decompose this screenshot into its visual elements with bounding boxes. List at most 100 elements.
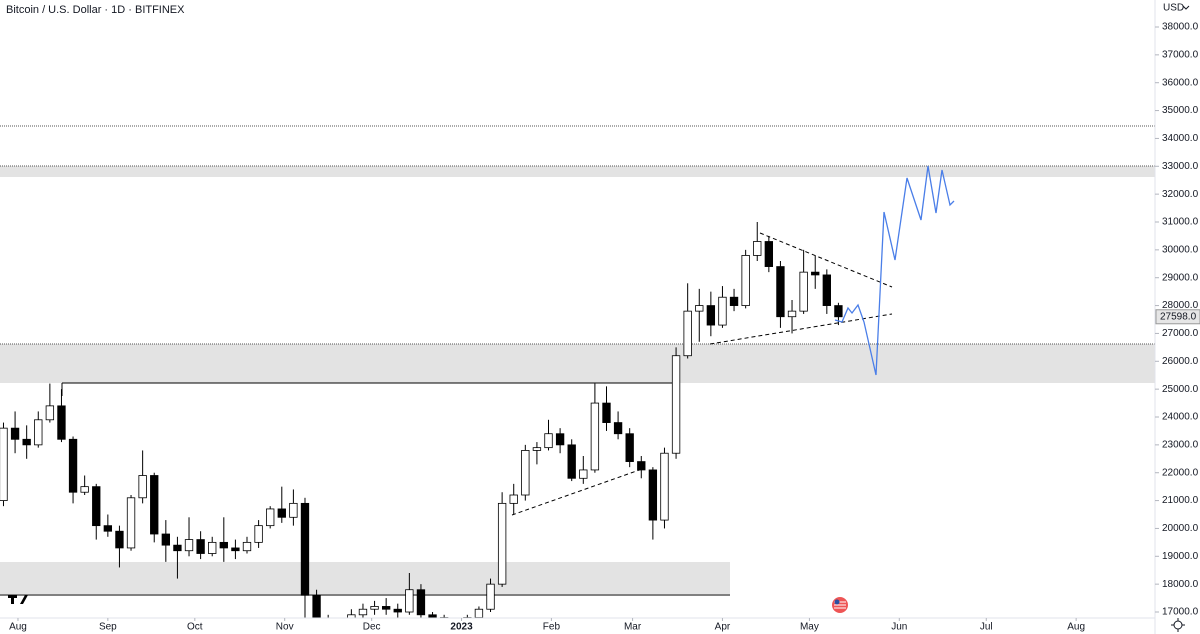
candle-body <box>532 447 542 451</box>
candles <box>0 221 843 618</box>
candle-body <box>671 355 681 454</box>
candle-body <box>834 305 843 318</box>
candle-body <box>150 475 159 535</box>
candle-body <box>660 452 669 521</box>
y-tick-label: 37000.0 <box>1162 49 1199 60</box>
x-tick-label: Aug <box>1067 622 1085 633</box>
candle-body <box>729 296 739 306</box>
trend-line <box>511 467 646 516</box>
chart-title: Bitcoin / U.S. Dollar · 1D · BITFINEX <box>6 4 185 16</box>
candle-body <box>266 508 275 527</box>
x-tick-label: Jul <box>980 622 993 633</box>
trend-line <box>759 232 893 288</box>
x-tick-label: Mar <box>624 622 642 633</box>
y-tick-label: 35000.0 <box>1162 105 1199 116</box>
y-tick-label: 25000.0 <box>1162 384 1199 395</box>
candle-body <box>486 583 495 610</box>
candle-body <box>718 296 727 326</box>
candle-body <box>196 539 205 554</box>
candle-body <box>741 255 750 306</box>
dropdown-icon[interactable] <box>1182 5 1190 10</box>
last-price-tag <box>1155 309 1200 325</box>
candle-body <box>764 241 774 267</box>
axes: 17000.0 18000.0 19000.0 20000.0 21000.0 22000… <box>9 22 1199 633</box>
candle-body <box>787 310 797 318</box>
x-tick-label: Nov <box>276 622 294 633</box>
candle-body <box>45 405 55 421</box>
candle-body <box>115 530 124 549</box>
y-tick-label: 24000.0 <box>1162 412 1199 423</box>
candle-body <box>10 427 20 440</box>
candle-body <box>370 606 379 610</box>
candle-body <box>497 502 507 585</box>
drawings <box>0 125 1155 596</box>
projection-path <box>834 165 955 376</box>
x-tick-label: Oct <box>187 622 203 633</box>
candle-body <box>753 241 762 256</box>
candle-body <box>126 497 136 549</box>
candle-body <box>637 461 646 471</box>
y-tick-label: 18000.0 <box>1162 579 1199 590</box>
candle-body <box>358 608 368 616</box>
y-tick-label: 17000.0 <box>1162 607 1199 618</box>
candle-body <box>706 305 716 326</box>
candle-body <box>695 305 704 312</box>
zone <box>0 562 730 594</box>
y-tick-label: 26000.0 <box>1162 356 1199 367</box>
candle-body <box>521 450 530 496</box>
y-tick-label: 32000.0 <box>1162 189 1199 200</box>
y-tick-label: 34000.0 <box>1162 133 1199 144</box>
candle-body <box>590 402 600 471</box>
candle-body <box>579 469 588 479</box>
y-tick-label: 27000.0 <box>1162 328 1199 339</box>
candle-body <box>405 589 414 613</box>
last-price-label: 27598.0 <box>1160 311 1197 322</box>
x-tick-label: Feb <box>543 622 561 633</box>
candle-body <box>22 438 31 446</box>
candle-body <box>555 433 565 446</box>
y-tick-label: 21000.0 <box>1162 495 1199 506</box>
candle-body <box>822 274 831 306</box>
zone <box>0 344 1155 383</box>
candle-body <box>811 271 820 276</box>
y-tick-label: 38000.0 <box>1162 22 1199 33</box>
candle-body <box>161 533 170 546</box>
y-tick-label: 30000.0 <box>1162 244 1199 255</box>
candle-body <box>428 614 437 618</box>
candle-body <box>173 544 182 552</box>
candle-body <box>277 508 286 518</box>
candle-body <box>242 541 252 552</box>
candle-body <box>625 433 634 462</box>
candle-body <box>34 419 43 446</box>
settings-icon[interactable] <box>1171 618 1185 632</box>
candle-body <box>799 271 808 312</box>
candle-body <box>567 444 576 479</box>
logo <box>8 595 28 604</box>
x-tick-label: Jun <box>891 622 907 633</box>
candle-body <box>0 427 8 501</box>
candle-body <box>57 405 66 440</box>
event-icon[interactable] <box>832 597 848 613</box>
candle-body <box>393 608 402 613</box>
candle-body <box>381 606 391 610</box>
candle-body <box>80 486 89 493</box>
x-tick-label: 2023 <box>450 622 473 633</box>
y-tick-label: 19000.0 <box>1162 551 1199 562</box>
candle-body <box>184 539 194 552</box>
x-tick-label: Sep <box>99 622 117 633</box>
trend-line <box>709 313 893 345</box>
currency[interactable]: USD <box>1163 3 1184 14</box>
candle-body <box>416 589 426 616</box>
candle-body <box>92 486 101 527</box>
candle-body <box>231 547 240 552</box>
y-tick-label: 20000.0 <box>1162 523 1199 534</box>
y-tick-label: 22000.0 <box>1162 467 1199 478</box>
candle-body <box>208 541 217 554</box>
candle-body <box>312 594 321 618</box>
zone <box>0 166 1155 177</box>
candle-body <box>474 608 484 618</box>
x-tick-label: May <box>800 622 819 633</box>
candle-body <box>544 433 553 449</box>
